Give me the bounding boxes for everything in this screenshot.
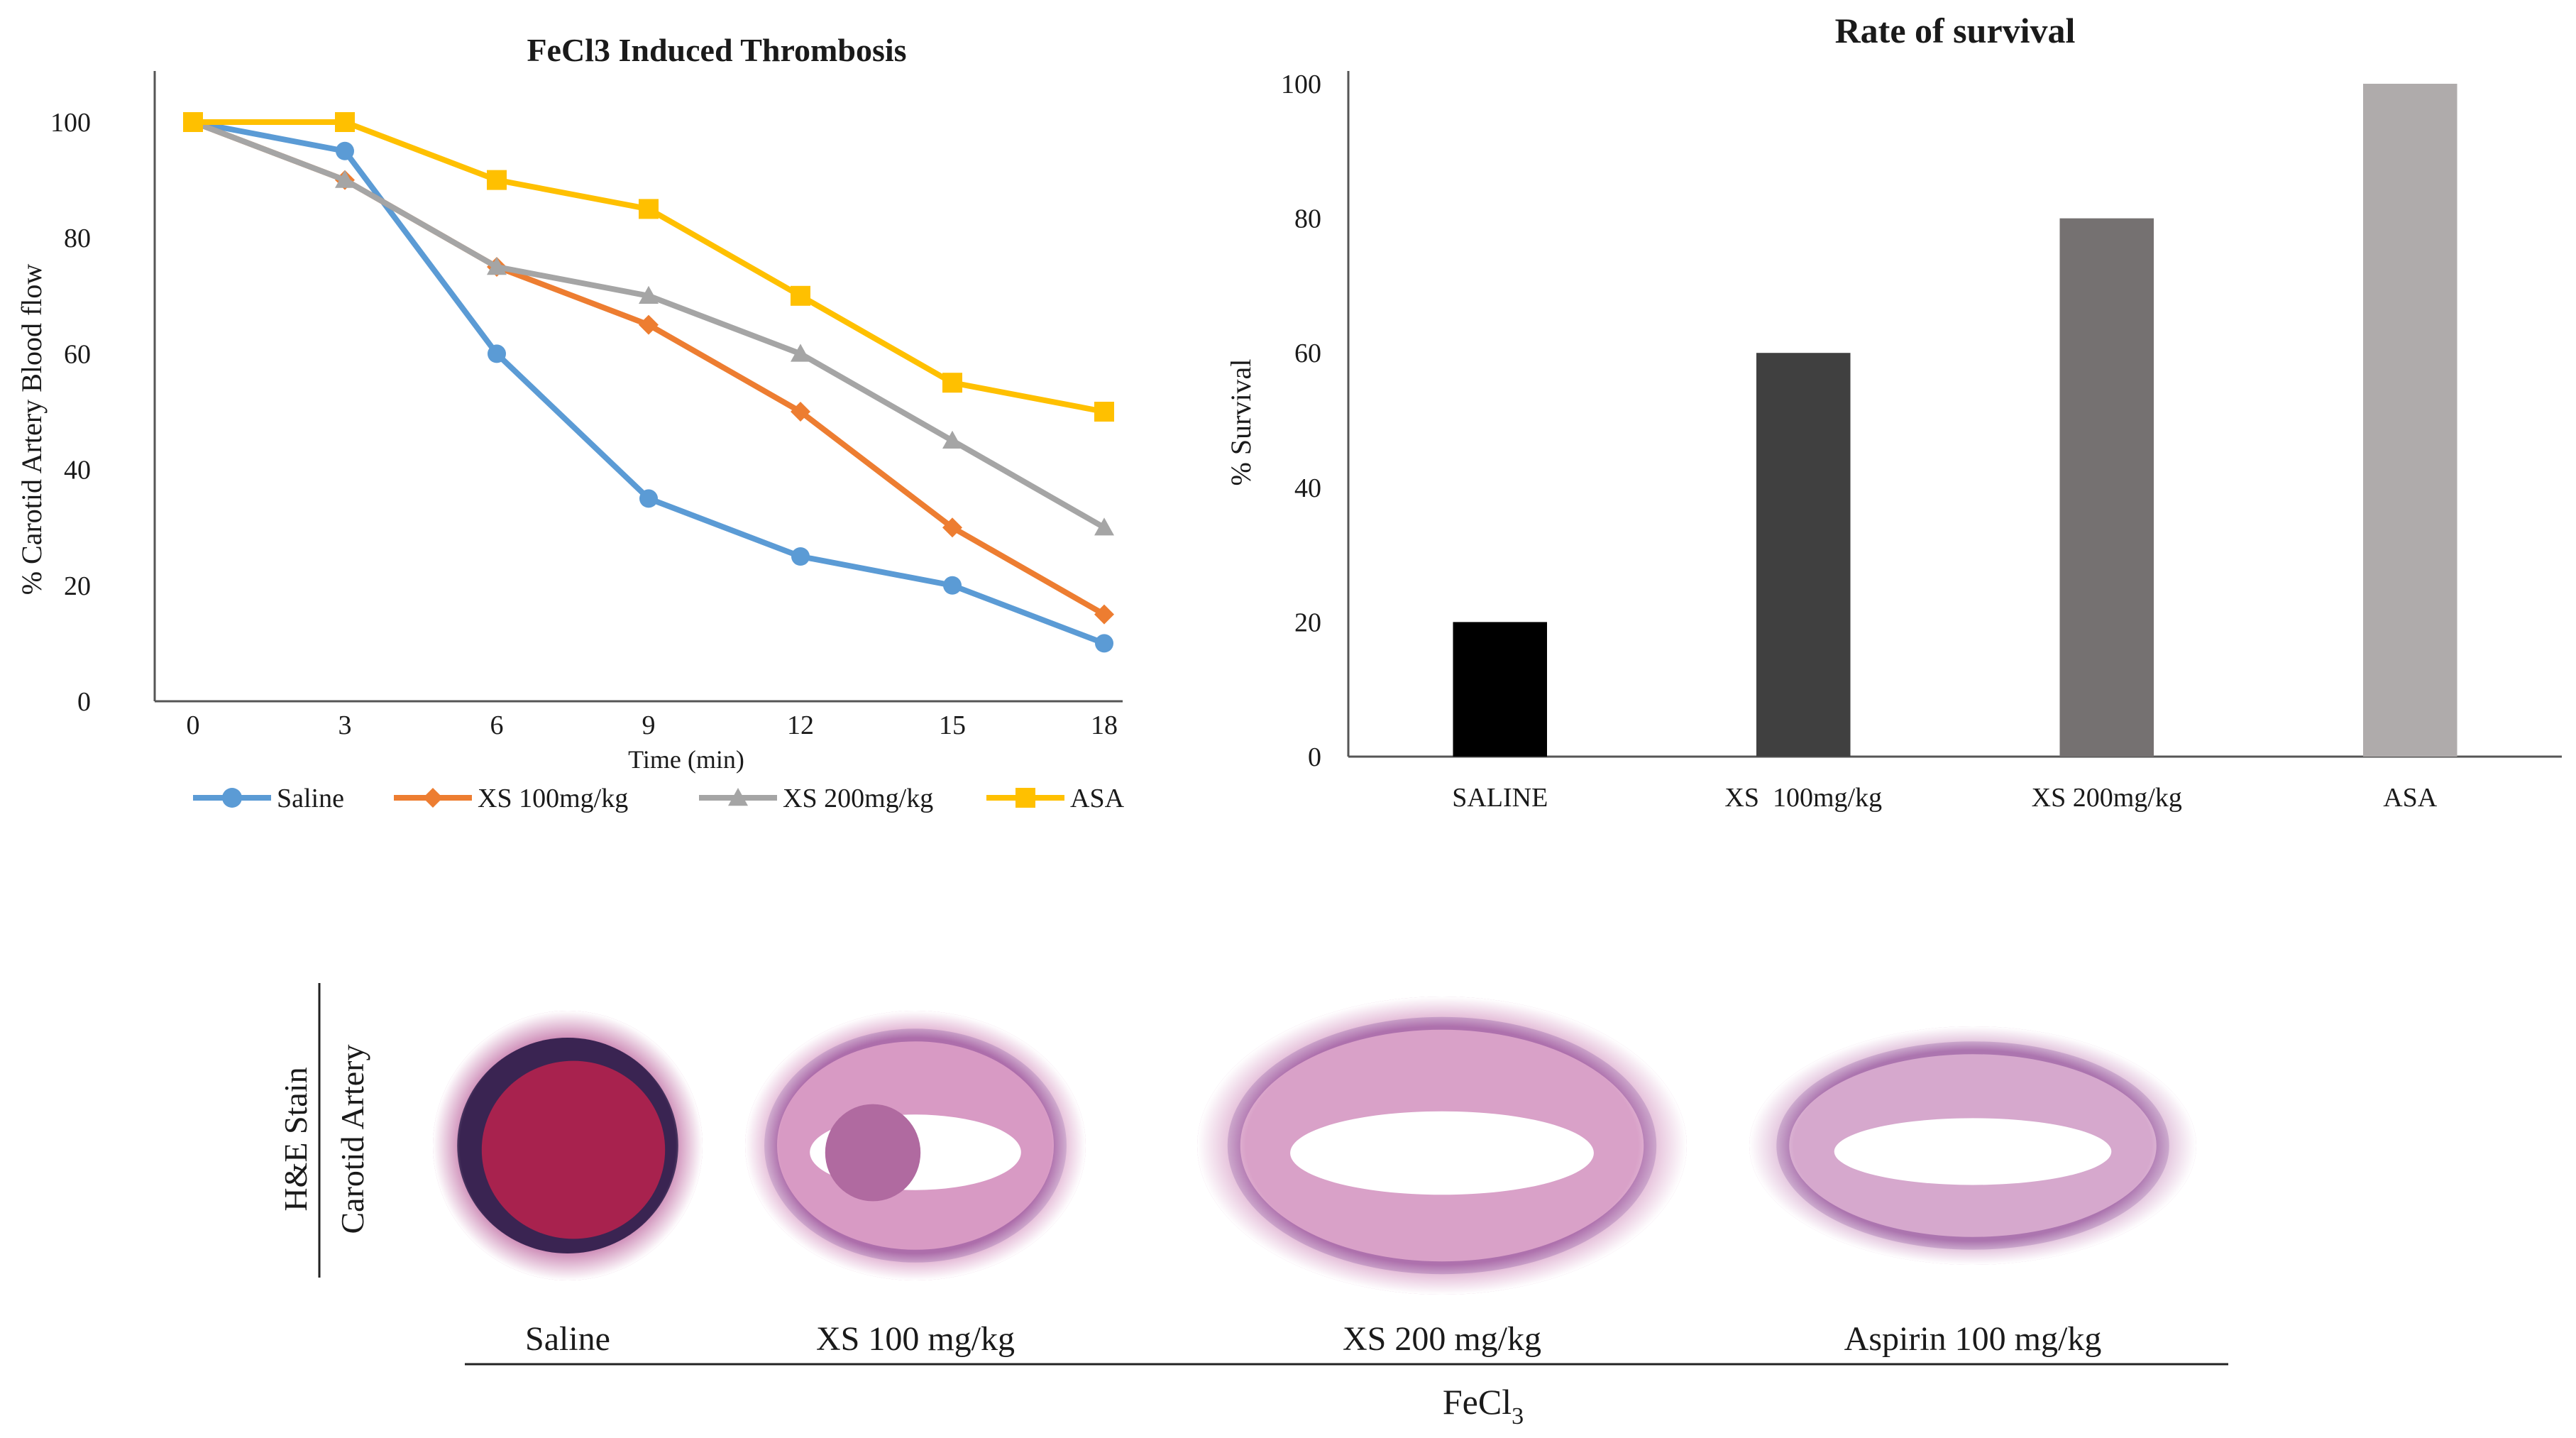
histology-image bbox=[1197, 997, 1687, 1295]
bar-chart: Rate of survival % Survival 0 20 40 60 80 100… bbox=[1225, 11, 2562, 813]
line-chart-xlabel: Time (min) bbox=[628, 745, 744, 774]
group-label-subscript: 3 bbox=[1512, 1403, 1524, 1429]
histology-image bbox=[1749, 1026, 2196, 1265]
y-tick-label: 0 bbox=[77, 687, 91, 717]
y-tick-label: 40 bbox=[64, 456, 91, 485]
histology-label: Aspirin 100 mg/kg bbox=[1844, 1320, 2102, 1358]
data-point bbox=[639, 314, 659, 335]
x-tick-label: SALINE bbox=[1452, 783, 1548, 813]
line-chart-legend: Saline XS 100mg/kg XS 200mg/kg ASA bbox=[193, 784, 1125, 813]
x-tick-label: 12 bbox=[787, 710, 814, 740]
line-chart-ylabel: % Carotid Artery Blood flow bbox=[16, 264, 48, 595]
x-tick-label: 18 bbox=[1091, 710, 1118, 740]
histology-image bbox=[745, 1011, 1086, 1280]
legend-marker bbox=[423, 788, 443, 808]
data-point bbox=[639, 199, 659, 219]
x-tick-label: 15 bbox=[939, 710, 966, 740]
data-point bbox=[791, 285, 810, 306]
legend-label: ASA bbox=[1070, 784, 1125, 813]
bar-chart-title: Rate of survival bbox=[1835, 11, 2076, 50]
bar-chart-bars bbox=[1453, 84, 2457, 757]
group-label-main: FeCl bbox=[1443, 1382, 1512, 1422]
data-point bbox=[791, 402, 810, 422]
y-tick-label: 100 bbox=[50, 108, 91, 138]
series-line bbox=[193, 119, 1105, 415]
group-label: FeCl3 bbox=[1443, 1382, 1524, 1429]
histology-image bbox=[433, 1011, 703, 1280]
bar-chart-ylabel: % Survival bbox=[1225, 359, 1257, 486]
x-tick-label: 0 bbox=[187, 710, 200, 740]
data-point bbox=[942, 373, 962, 393]
bar bbox=[1453, 622, 1548, 757]
y-tick-label: 20 bbox=[1294, 608, 1321, 637]
histology-panel: H&E Stain Carotid Artery Saline XS 100 mg… bbox=[277, 983, 2228, 1429]
bar bbox=[2362, 84, 2457, 757]
data-point bbox=[1094, 517, 1114, 536]
bar-chart-x-ticks: SALINE XS 100mg/kg XS 200mg/kg ASA bbox=[1452, 783, 2438, 813]
legend-label: XS 200mg/kg bbox=[783, 784, 933, 813]
x-tick-label: 3 bbox=[338, 710, 352, 740]
line-chart-series bbox=[183, 112, 1114, 653]
row-label-stain: H&E Stain bbox=[277, 1067, 314, 1211]
legend-marker bbox=[222, 788, 242, 808]
row-label-tissue: Carotid Artery bbox=[334, 1045, 370, 1234]
series-line bbox=[192, 119, 1106, 618]
legend-marker bbox=[728, 788, 748, 806]
data-point bbox=[335, 112, 355, 132]
data-point bbox=[336, 141, 354, 160]
legend-marker bbox=[1015, 788, 1035, 808]
line-chart-title: FeCl3 Induced Thrombosis bbox=[527, 32, 906, 68]
y-tick-label: 100 bbox=[1281, 70, 1321, 99]
y-tick-label: 60 bbox=[64, 339, 91, 369]
x-tick-label: ASA bbox=[2383, 783, 2438, 813]
x-tick-label: 6 bbox=[490, 710, 504, 740]
y-tick-label: 80 bbox=[64, 224, 91, 253]
legend-label: Saline bbox=[277, 784, 344, 813]
y-tick-label: 80 bbox=[1294, 204, 1321, 234]
data-point bbox=[1094, 604, 1114, 625]
bar bbox=[1756, 353, 1851, 757]
bar bbox=[2059, 218, 2154, 757]
x-tick-label: XS 100mg/kg bbox=[1724, 783, 1882, 813]
data-point bbox=[791, 344, 810, 362]
histology-images: Saline XS 100 mg/kg XS 200 mg/kg Aspirin 10… bbox=[433, 997, 2196, 1358]
y-tick-label: 40 bbox=[1294, 473, 1321, 503]
bar-chart-y-ticks: 0 20 40 60 80 100 bbox=[1281, 70, 1321, 772]
data-point bbox=[639, 489, 658, 508]
data-point bbox=[942, 430, 962, 449]
data-point bbox=[1094, 402, 1114, 422]
x-tick-label: XS 200mg/kg bbox=[2032, 783, 2182, 813]
y-tick-label: 20 bbox=[64, 571, 91, 601]
histology-label: Saline bbox=[525, 1320, 610, 1358]
line-chart-y-ticks: 0 20 40 60 80 100 bbox=[50, 108, 91, 717]
data-point bbox=[942, 517, 962, 538]
data-point bbox=[487, 170, 507, 190]
data-point bbox=[943, 576, 962, 595]
y-tick-label: 0 bbox=[1308, 742, 1321, 772]
histology-label: XS 200 mg/kg bbox=[1343, 1320, 1541, 1358]
data-point bbox=[488, 344, 506, 363]
histology-label: XS 100 mg/kg bbox=[816, 1320, 1015, 1358]
x-tick-label: 9 bbox=[642, 710, 656, 740]
data-point bbox=[487, 257, 507, 275]
line-chart: FeCl3 Induced Thrombosis % Carotid Arter… bbox=[16, 32, 1125, 813]
data-point bbox=[639, 285, 659, 304]
data-point bbox=[791, 547, 810, 566]
data-point bbox=[335, 170, 355, 188]
legend-label: XS 100mg/kg bbox=[478, 784, 628, 813]
data-point bbox=[183, 112, 203, 132]
line-chart-x-ticks: 0 3 6 9 12 15 18 bbox=[187, 710, 1118, 740]
y-tick-label: 60 bbox=[1294, 339, 1321, 368]
data-point bbox=[1095, 634, 1113, 653]
